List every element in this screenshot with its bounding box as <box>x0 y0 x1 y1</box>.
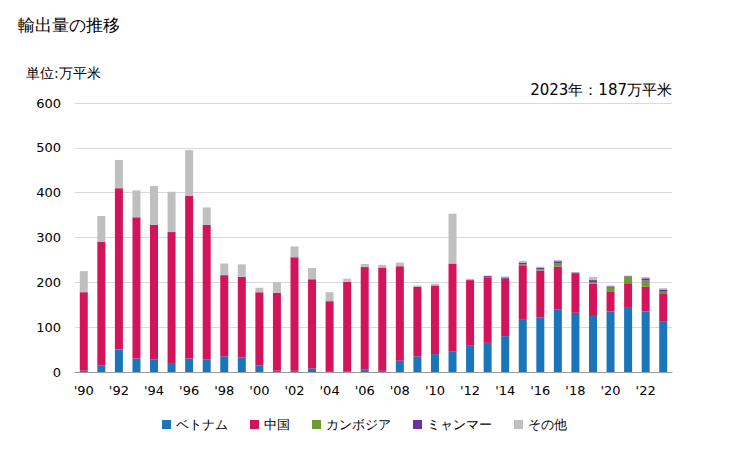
svg-text:'16: '16 <box>530 383 550 398</box>
svg-text:'92: '92 <box>109 383 129 398</box>
svg-text:400: 400 <box>36 185 61 200</box>
svg-text:ミャンマー: ミャンマー <box>427 417 492 432</box>
svg-text:100: 100 <box>36 320 61 335</box>
svg-text:'00: '00 <box>249 383 269 398</box>
svg-text:300: 300 <box>36 230 61 245</box>
svg-text:'12: '12 <box>460 383 480 398</box>
svg-text:'06: '06 <box>355 383 375 398</box>
svg-text:輸出量の推移: 輸出量の推移 <box>18 15 120 35</box>
svg-text:ベトナム: ベトナム <box>176 417 228 432</box>
svg-text:2023年：187万平米: 2023年：187万平米 <box>530 81 672 99</box>
svg-text:'14: '14 <box>495 383 515 398</box>
svg-text:'96: '96 <box>179 383 199 398</box>
svg-text:'08: '08 <box>390 383 410 398</box>
svg-text:'18: '18 <box>565 383 585 398</box>
svg-text:中国: 中国 <box>264 417 290 432</box>
svg-text:'22: '22 <box>636 383 656 398</box>
svg-text:'04: '04 <box>320 383 340 398</box>
svg-text:'10: '10 <box>425 383 445 398</box>
svg-text:0: 0 <box>53 365 61 380</box>
svg-text:'94: '94 <box>144 383 164 398</box>
svg-text:600: 600 <box>36 96 61 111</box>
svg-text:500: 500 <box>36 140 61 155</box>
svg-text:その他: その他 <box>528 417 567 432</box>
svg-text:'90: '90 <box>74 383 94 398</box>
svg-text:単位:万平米: 単位:万平米 <box>26 65 101 81</box>
svg-text:'20: '20 <box>600 383 620 398</box>
svg-text:200: 200 <box>36 275 61 290</box>
svg-text:カンボジア: カンボジア <box>326 417 391 432</box>
svg-text:'02: '02 <box>284 383 304 398</box>
svg-text:'98: '98 <box>214 383 234 398</box>
